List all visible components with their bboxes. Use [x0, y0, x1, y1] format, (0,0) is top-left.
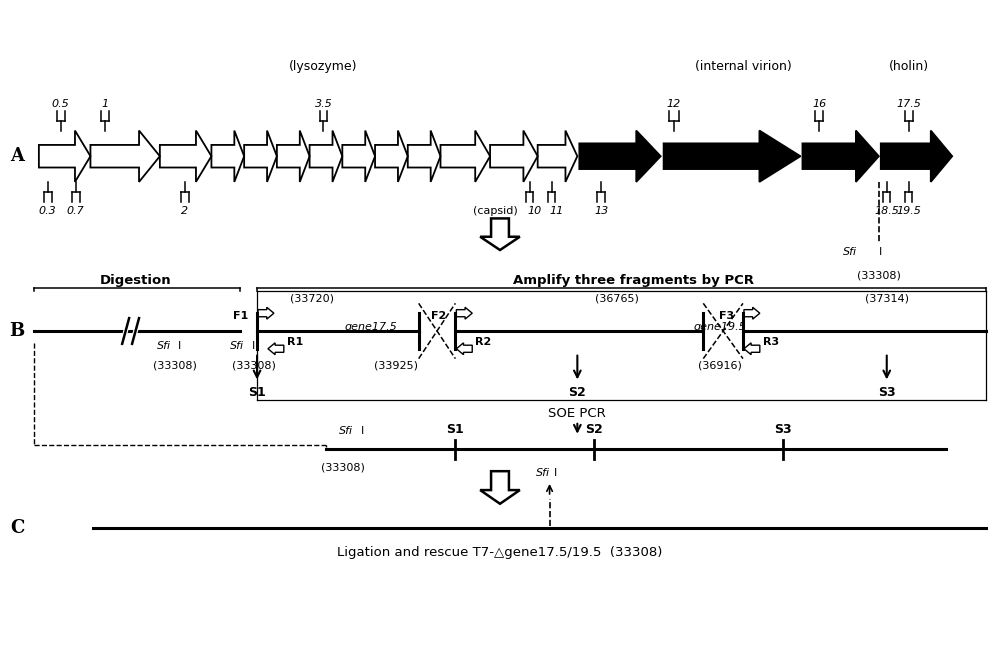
Text: 12: 12: [666, 99, 681, 109]
Text: 1: 1: [102, 99, 109, 109]
Text: (capsid): (capsid): [473, 206, 518, 215]
Text: S2: S2: [568, 386, 586, 399]
Text: (33308): (33308): [857, 271, 901, 281]
Text: 16: 16: [812, 99, 826, 109]
Text: F2: F2: [431, 311, 446, 321]
Text: 0.3: 0.3: [39, 206, 57, 215]
Text: Amplify three fragments by PCR: Amplify three fragments by PCR: [513, 273, 754, 287]
Text: Digestion: Digestion: [99, 273, 171, 287]
Text: S1: S1: [447, 422, 464, 436]
Text: Ligation and rescue T7-△gene17.5/19.5  (33308): Ligation and rescue T7-△gene17.5/19.5 (3…: [337, 546, 663, 559]
Text: R1: R1: [287, 337, 303, 347]
Text: R2: R2: [475, 337, 491, 347]
Text: (33308): (33308): [153, 360, 197, 370]
Text: C: C: [10, 519, 24, 538]
Text: B: B: [9, 322, 25, 340]
Text: Sfi: Sfi: [535, 468, 550, 478]
Text: (holin): (holin): [889, 60, 929, 73]
Text: gene17.5: gene17.5: [345, 322, 397, 332]
Text: I: I: [178, 341, 181, 351]
Text: gene19.5: gene19.5: [694, 322, 747, 332]
Text: 3.5: 3.5: [315, 99, 332, 109]
Text: Sfi: Sfi: [339, 426, 353, 436]
Text: 10: 10: [528, 206, 542, 215]
Polygon shape: [881, 130, 952, 182]
Text: (33925): (33925): [374, 360, 418, 370]
Text: 11: 11: [550, 206, 564, 215]
Text: S3: S3: [774, 422, 791, 436]
Text: S2: S2: [585, 422, 603, 436]
Text: 17.5: 17.5: [896, 99, 921, 109]
Text: 0.7: 0.7: [67, 206, 84, 215]
Text: I: I: [879, 247, 882, 257]
Text: F1: F1: [233, 311, 248, 321]
Polygon shape: [664, 130, 800, 182]
Text: R3: R3: [763, 337, 779, 347]
Text: I: I: [554, 468, 557, 478]
Text: Sfi: Sfi: [230, 341, 244, 351]
Text: Sfi: Sfi: [157, 341, 171, 351]
Text: (lysozyme): (lysozyme): [289, 60, 358, 73]
Text: Sfi: Sfi: [843, 247, 857, 257]
Text: S3: S3: [878, 386, 896, 399]
Text: A: A: [10, 147, 24, 165]
Text: (36765): (36765): [595, 293, 639, 303]
Text: (internal virion): (internal virion): [695, 60, 791, 73]
Text: S1: S1: [248, 386, 266, 399]
Text: SOE PCR: SOE PCR: [548, 407, 606, 420]
Text: 19.5: 19.5: [896, 206, 921, 215]
Text: (33720): (33720): [290, 293, 334, 303]
Text: (33308): (33308): [232, 360, 276, 370]
Polygon shape: [802, 130, 879, 182]
Text: 0.5: 0.5: [52, 99, 70, 109]
Text: (33308): (33308): [321, 463, 365, 473]
Text: (36916): (36916): [698, 360, 742, 370]
Text: (37314): (37314): [865, 293, 909, 303]
Polygon shape: [579, 130, 661, 182]
Text: 13: 13: [594, 206, 608, 215]
Text: I: I: [361, 426, 364, 436]
Text: 18.5: 18.5: [874, 206, 899, 215]
Text: F3: F3: [719, 311, 734, 321]
Text: I: I: [252, 341, 255, 351]
Text: 2: 2: [181, 206, 188, 215]
